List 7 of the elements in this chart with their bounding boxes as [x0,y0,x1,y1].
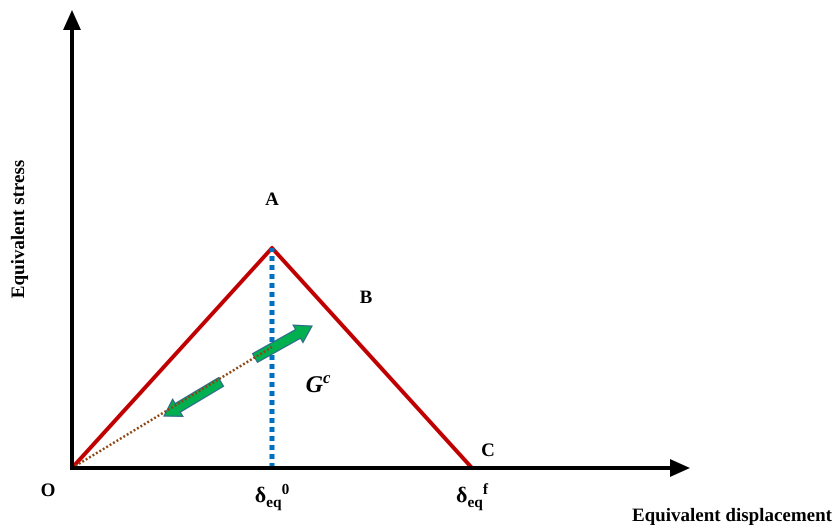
annotation: C [481,440,495,461]
text: A [265,189,280,210]
x-axis-title: Equivalent displacement [632,505,833,526]
y-axis-title: Equivalent stress [8,160,29,298]
text: O [40,480,56,501]
annotation: B [360,287,373,308]
annotation: G$^{c}$ [306,368,331,398]
